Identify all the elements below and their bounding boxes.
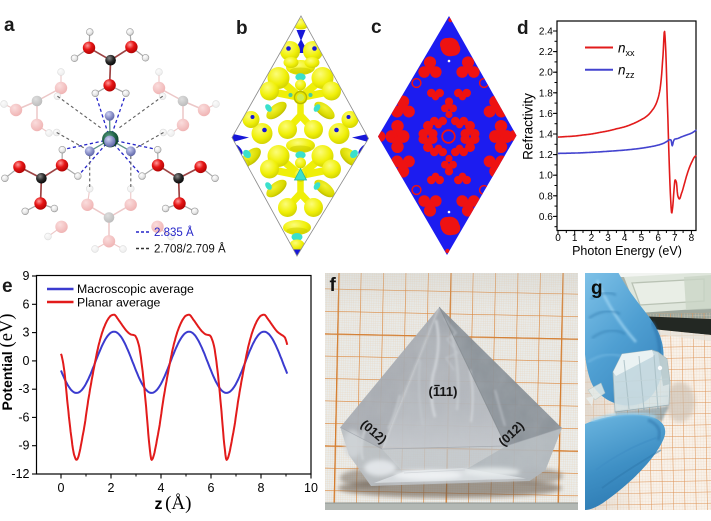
svg-text:1.2: 1.2	[539, 150, 553, 161]
svg-text:-9: -9	[18, 439, 29, 453]
svg-text:5: 5	[639, 233, 645, 244]
svg-text:z (Å): z (Å)	[155, 493, 192, 514]
svg-text:9: 9	[23, 269, 30, 283]
svg-text:1.4: 1.4	[539, 130, 553, 141]
svg-text:3: 3	[605, 233, 611, 244]
svg-text:Planar average: Planar average	[77, 296, 161, 310]
svg-text:2.0: 2.0	[539, 68, 553, 79]
svg-text:0: 0	[58, 481, 65, 495]
svg-text:-6: -6	[18, 410, 29, 424]
svg-text:0: 0	[555, 233, 561, 244]
svg-text:2.835 Å: 2.835 Å	[154, 226, 194, 239]
svg-text:c: c	[371, 17, 382, 38]
svg-text:2.2: 2.2	[539, 47, 553, 58]
svg-text:4: 4	[622, 233, 628, 244]
svg-text:Refractivity: Refractivity	[521, 93, 536, 160]
svg-text:Macroscopic average: Macroscopic average	[77, 282, 194, 296]
svg-text:0.8: 0.8	[539, 191, 553, 202]
svg-text:Potential (eV): Potential (eV)	[0, 314, 17, 411]
svg-text:e: e	[2, 276, 13, 297]
svg-text:1.8: 1.8	[539, 88, 553, 99]
svg-text:0: 0	[23, 354, 30, 368]
svg-text:d: d	[517, 18, 529, 39]
svg-text:-3: -3	[18, 382, 29, 396]
svg-text:2: 2	[108, 481, 115, 495]
svg-text:2.708/2.709 Å: 2.708/2.709 Å	[154, 243, 226, 256]
svg-text:2.4: 2.4	[539, 27, 553, 38]
svg-text:-12: -12	[11, 467, 29, 481]
svg-text:6: 6	[655, 233, 661, 244]
svg-text:4: 4	[158, 481, 165, 495]
svg-text:10: 10	[304, 481, 318, 495]
svg-text:7: 7	[672, 233, 678, 244]
svg-text:8: 8	[258, 481, 265, 495]
svg-text:0.6: 0.6	[539, 212, 553, 223]
svg-text:6: 6	[23, 297, 30, 311]
svg-text:g: g	[591, 278, 603, 299]
svg-text:a: a	[4, 15, 15, 36]
svg-text:3: 3	[23, 326, 30, 340]
svg-text:6: 6	[208, 481, 215, 495]
svg-text:f: f	[330, 275, 337, 296]
svg-text:1: 1	[572, 233, 578, 244]
svg-text:b: b	[236, 18, 248, 39]
svg-text:2: 2	[589, 233, 595, 244]
svg-text:8: 8	[689, 233, 695, 244]
svg-text:Photon Energy (eV): Photon Energy (eV)	[572, 244, 682, 258]
svg-text:(111): (111)	[429, 384, 458, 399]
svg-text:1.0: 1.0	[539, 171, 553, 182]
svg-text:1.6: 1.6	[539, 109, 553, 120]
